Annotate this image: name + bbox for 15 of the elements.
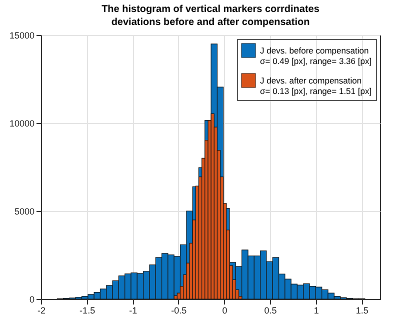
- x-tick-label: -2: [37, 306, 46, 316]
- chart-title: The histogram of vertical markers corrdinates deviations before and after compensation: [102, 4, 320, 28]
- y-tick-label: 5000: [14, 206, 34, 216]
- y-tick-label: 10000: [9, 118, 34, 128]
- y-tick-label: 15000: [9, 30, 34, 40]
- x-tick-label: 0.5: [264, 306, 277, 316]
- x-tick-label: -0.5: [171, 306, 187, 316]
- x-tick-label: 0: [222, 306, 228, 316]
- y-tick-label: 0: [29, 294, 34, 304]
- x-tick-label: -1: [129, 306, 138, 316]
- x-tick-label: -1.5: [80, 306, 96, 316]
- legend-label: J devs. before compensation σ= 0.49 [px], range= 3.36 [px]: [260, 46, 372, 66]
- x-tick-label: 1.5: [356, 306, 368, 316]
- x-tick-label: 1: [314, 306, 319, 316]
- legend-label: J devs. after compensation σ= 0.13 [px], range= 1.51 [px]: [260, 76, 372, 96]
